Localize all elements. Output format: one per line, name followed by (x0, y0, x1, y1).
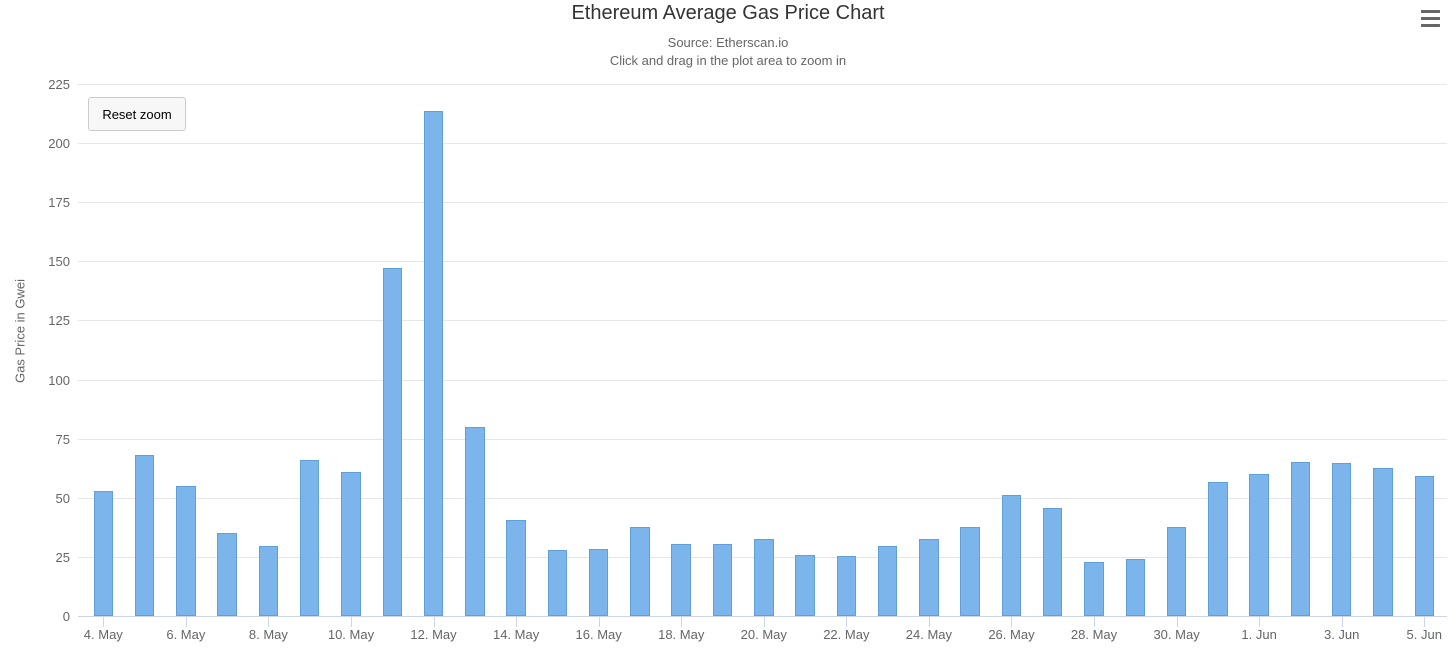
bar-5-jun[interactable] (1414, 476, 1434, 616)
bar-28-may[interactable] (1084, 561, 1104, 616)
bar-25-may[interactable] (960, 527, 980, 616)
chart-title: Ethereum Average Gas Price Chart (571, 2, 885, 24)
gridline-y-75 (78, 438, 1447, 440)
bar-21-may[interactable] (795, 554, 815, 616)
bar-17-may[interactable] (630, 527, 650, 616)
y-axis-tick-label: 50 (55, 490, 70, 506)
bar-5-may[interactable] (134, 455, 155, 616)
y-axis-title: Gas Price in Gwei (12, 278, 28, 384)
bar-8-may[interactable] (258, 546, 279, 616)
x-axis-tick-label: 8. May (248, 627, 288, 642)
x-axis-tick (1259, 617, 1261, 627)
x-axis-tick (1424, 617, 1426, 627)
x-axis-tick (433, 617, 435, 627)
bar-29-may[interactable] (1125, 559, 1146, 616)
x-axis-tick-label: 10. May (327, 627, 375, 642)
bar-22-may[interactable] (836, 555, 857, 616)
x-axis-tick (1094, 617, 1096, 627)
bar-1-jun[interactable] (1249, 474, 1269, 616)
x-axis-tick-label: 4. May (83, 627, 123, 642)
bar-14-may[interactable] (506, 520, 526, 616)
bar-31-may[interactable] (1208, 482, 1228, 616)
bar-23-may[interactable] (877, 546, 898, 616)
x-axis-tick (350, 617, 352, 627)
x-axis-tick (763, 617, 765, 627)
bar-2-jun[interactable] (1290, 462, 1311, 616)
x-axis-tick (1341, 617, 1343, 627)
bar-4-may[interactable] (93, 490, 114, 616)
x-axis-tick-label: 3. Jun (1323, 627, 1360, 642)
x-axis-line (78, 616, 1447, 617)
x-axis-tick (846, 617, 848, 627)
x-axis-tick (103, 617, 105, 627)
gridline-y-225 (78, 84, 1447, 85)
gridline-y-200 (78, 143, 1447, 145)
x-axis-tick-label: 6. May (166, 627, 206, 642)
hamburger-menu-icon (1420, 23, 1440, 27)
bar-26-may[interactable] (1001, 495, 1022, 616)
bar-19-may[interactable] (712, 543, 733, 616)
gridline-y-50 (78, 497, 1447, 499)
x-axis-tick (1176, 617, 1178, 627)
x-axis-tick (598, 617, 600, 627)
bar-30-may[interactable] (1166, 527, 1187, 616)
bar-6-may[interactable] (176, 485, 196, 616)
y-axis-tick-label: 125 (48, 313, 70, 329)
hamburger-menu-icon (1420, 9, 1440, 13)
x-axis-tick-label: 30. May (1153, 627, 1200, 642)
x-axis-tick (268, 617, 270, 627)
bar-24-may[interactable] (919, 539, 939, 616)
y-axis-tick-label: 225 (48, 77, 70, 92)
x-axis-tick (516, 617, 518, 627)
y-axis-tick-label: 0 (62, 609, 70, 624)
x-axis-tick-label: 14. May (492, 627, 540, 642)
x-axis-tick-label: 1. Jun (1241, 627, 1277, 642)
bar-10-may[interactable] (341, 471, 361, 616)
y-axis-tick-label: 150 (48, 254, 70, 270)
bar-13-may[interactable] (465, 426, 485, 616)
y-axis-tick-label: 75 (55, 431, 70, 447)
chart-context-menu-button[interactable] (1416, 5, 1444, 31)
x-axis-tick-label: 28. May (1070, 627, 1118, 642)
hamburger-menu-icon (1420, 16, 1440, 20)
y-axis-tick-label: 200 (48, 136, 70, 152)
x-axis-tick-label: 16. May (575, 627, 622, 642)
bar-12-may[interactable] (423, 111, 444, 616)
x-axis-tick-label: 5. Jun (1406, 627, 1442, 642)
chart-subtitle-source: Source: Etherscan.io (667, 35, 789, 50)
bar-11-may[interactable] (382, 268, 402, 616)
bar-20-may[interactable] (754, 539, 774, 616)
bar-15-may[interactable] (547, 549, 568, 616)
x-axis-tick-label: 26. May (988, 627, 1035, 642)
x-axis-tick (185, 617, 187, 627)
x-axis-tick (1011, 617, 1013, 627)
bar-4-jun[interactable] (1373, 468, 1393, 616)
bar-7-may[interactable] (217, 533, 237, 616)
chart-subtitle-hint: Click and drag in the plot area to zoom … (609, 53, 847, 68)
x-axis-tick-label: 12. May (410, 627, 457, 642)
y-axis-tick-label: 100 (48, 372, 70, 388)
gridline-y-100 (78, 379, 1447, 381)
bar-27-may[interactable] (1042, 508, 1063, 616)
x-axis-tick-label: 22. May (823, 627, 870, 642)
bar-9-may[interactable] (299, 459, 320, 616)
gridline-y-150 (78, 261, 1447, 263)
reset-zoom-button[interactable]: Reset zoom (88, 97, 186, 131)
x-axis-tick (681, 617, 683, 627)
gridline-y-125 (78, 320, 1447, 322)
x-axis-tick-label: 18. May (658, 627, 705, 642)
bar-16-may[interactable] (588, 548, 609, 616)
y-axis-tick-label: 175 (48, 195, 70, 211)
bar-18-may[interactable] (671, 543, 691, 616)
x-axis-tick-label: 20. May (740, 627, 787, 642)
gridline-y-175 (78, 202, 1447, 204)
y-axis-tick-label: 25 (55, 549, 70, 565)
x-axis-tick-label: 24. May (905, 627, 953, 642)
x-axis-tick (928, 617, 930, 627)
plot-area[interactable] (78, 84, 1447, 616)
bar-3-jun[interactable] (1331, 463, 1352, 616)
